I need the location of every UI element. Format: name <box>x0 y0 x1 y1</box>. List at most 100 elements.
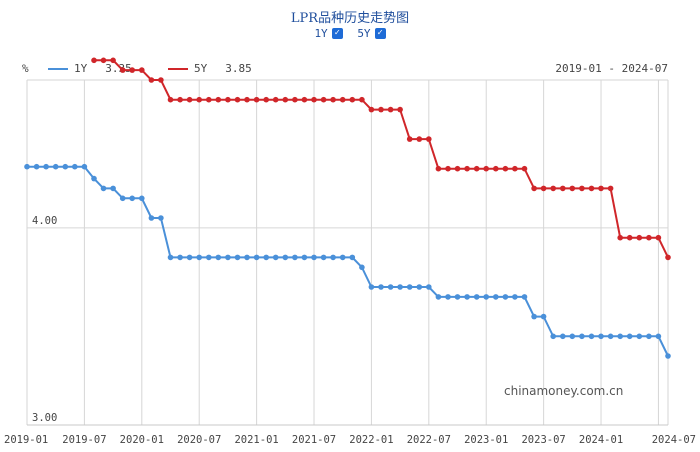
data-point-1y[interactable] <box>359 264 365 271</box>
data-point-1y[interactable] <box>72 163 78 170</box>
data-point-1y[interactable] <box>636 333 643 340</box>
data-point-5y[interactable] <box>531 185 537 192</box>
data-point-1y[interactable] <box>540 313 547 320</box>
data-point-5y[interactable] <box>426 136 432 142</box>
data-point-1y[interactable] <box>311 254 317 261</box>
data-point-1y[interactable] <box>24 163 30 170</box>
data-point-1y[interactable] <box>91 175 97 182</box>
checkbox-checked-icon[interactable]: ✓ <box>374 28 386 39</box>
data-point-1y[interactable] <box>225 254 231 261</box>
data-point-1y[interactable] <box>655 333 662 340</box>
data-point-5y[interactable] <box>330 96 336 103</box>
data-point-1y[interactable] <box>483 294 490 300</box>
data-point-1y[interactable] <box>339 254 346 261</box>
data-point-5y[interactable] <box>521 165 528 172</box>
data-point-5y[interactable] <box>588 185 595 192</box>
data-point-1y[interactable] <box>665 353 671 359</box>
data-point-1y[interactable] <box>607 333 614 340</box>
data-point-5y[interactable] <box>148 77 155 83</box>
data-point-5y[interactable] <box>569 185 576 192</box>
data-point-5y[interactable] <box>646 234 652 241</box>
data-point-5y[interactable] <box>110 57 116 64</box>
data-point-1y[interactable] <box>454 294 461 300</box>
data-point-5y[interactable] <box>244 96 250 103</box>
data-point-5y[interactable] <box>139 67 145 73</box>
data-point-5y[interactable] <box>387 106 394 113</box>
data-point-1y[interactable] <box>158 215 164 221</box>
data-point-5y[interactable] <box>636 234 643 241</box>
data-point-1y[interactable] <box>244 254 250 261</box>
data-point-1y[interactable] <box>167 254 174 261</box>
legend-item-1y[interactable]: 1Y 3.35 <box>48 62 132 75</box>
data-point-5y[interactable] <box>665 254 671 261</box>
data-point-5y[interactable] <box>579 185 585 192</box>
data-point-1y[interactable] <box>512 294 518 300</box>
data-point-5y[interactable] <box>655 234 662 241</box>
data-point-1y[interactable] <box>62 163 69 170</box>
data-point-5y[interactable] <box>301 96 308 103</box>
data-point-5y[interactable] <box>186 96 193 103</box>
data-point-1y[interactable] <box>234 254 241 261</box>
data-point-1y[interactable] <box>397 284 403 290</box>
data-point-1y[interactable] <box>129 195 135 202</box>
data-point-1y[interactable] <box>196 254 202 261</box>
data-point-1y[interactable] <box>493 294 499 300</box>
data-point-1y[interactable] <box>416 284 423 290</box>
data-point-1y[interactable] <box>301 254 308 261</box>
data-point-5y[interactable] <box>617 234 623 241</box>
data-point-1y[interactable] <box>253 254 260 261</box>
data-point-1y[interactable] <box>435 294 442 300</box>
data-point-1y[interactable] <box>52 163 59 170</box>
data-point-5y[interactable] <box>626 234 633 241</box>
data-point-5y[interactable] <box>368 106 375 113</box>
data-point-5y[interactable] <box>206 96 212 103</box>
data-point-1y[interactable] <box>282 254 289 261</box>
data-point-5y[interactable] <box>119 67 126 73</box>
data-point-5y[interactable] <box>483 165 490 172</box>
data-point-5y[interactable] <box>215 96 222 103</box>
data-point-5y[interactable] <box>339 96 346 103</box>
data-point-1y[interactable] <box>139 195 145 202</box>
data-point-1y[interactable] <box>464 294 470 300</box>
data-point-1y[interactable] <box>617 333 623 340</box>
data-point-5y[interactable] <box>607 185 614 192</box>
data-point-5y[interactable] <box>416 136 423 142</box>
data-point-1y[interactable] <box>43 163 49 170</box>
data-point-1y[interactable] <box>148 215 155 221</box>
data-point-5y[interactable] <box>378 106 384 113</box>
data-point-5y[interactable] <box>359 96 365 103</box>
data-point-1y[interactable] <box>646 333 652 340</box>
data-point-1y[interactable] <box>560 333 566 340</box>
checkbox-checked-icon[interactable]: ✓ <box>331 28 343 39</box>
data-point-1y[interactable] <box>550 333 556 340</box>
data-point-1y[interactable] <box>445 294 451 300</box>
data-point-5y[interactable] <box>560 185 566 192</box>
data-point-5y[interactable] <box>177 96 183 103</box>
data-point-5y[interactable] <box>129 67 135 73</box>
data-point-1y[interactable] <box>598 333 604 340</box>
data-point-1y[interactable] <box>186 254 193 261</box>
data-point-5y[interactable] <box>464 165 470 172</box>
data-point-5y[interactable] <box>512 165 518 172</box>
data-point-1y[interactable] <box>569 333 576 340</box>
data-point-5y[interactable] <box>100 57 107 64</box>
data-point-5y[interactable] <box>167 96 174 103</box>
data-point-1y[interactable] <box>330 254 336 261</box>
data-point-5y[interactable] <box>540 185 547 192</box>
data-point-5y[interactable] <box>435 165 442 172</box>
data-point-1y[interactable] <box>387 284 394 290</box>
data-point-5y[interactable] <box>598 185 604 192</box>
data-point-1y[interactable] <box>502 294 509 300</box>
data-point-1y[interactable] <box>215 254 222 261</box>
data-point-1y[interactable] <box>81 163 88 170</box>
data-point-1y[interactable] <box>320 254 327 261</box>
data-point-5y[interactable] <box>493 165 499 172</box>
data-point-5y[interactable] <box>550 185 556 192</box>
data-point-1y[interactable] <box>119 195 126 202</box>
data-point-5y[interactable] <box>502 165 509 172</box>
data-point-5y[interactable] <box>349 96 356 103</box>
toggle-1y[interactable]: 1Y ✓ <box>314 27 343 40</box>
data-point-5y[interactable] <box>292 96 298 103</box>
data-point-5y[interactable] <box>397 106 403 113</box>
data-point-5y[interactable] <box>454 165 461 172</box>
